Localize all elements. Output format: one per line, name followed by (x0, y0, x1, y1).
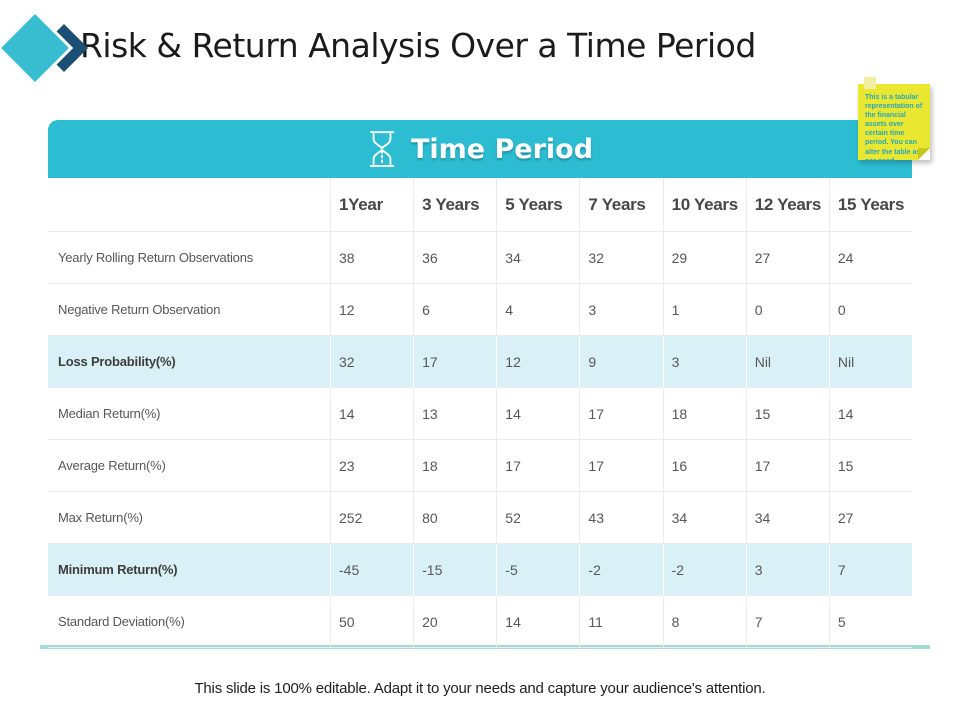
table-cell: -45 (330, 544, 414, 596)
hourglass-icon (369, 131, 395, 167)
column-header: 5 Years (496, 178, 580, 232)
table-cell: 27 (745, 232, 829, 284)
table-cell: 14 (496, 388, 580, 440)
table-cell: 12 (496, 336, 580, 388)
table-cell: 18 (413, 440, 497, 492)
time-period-table: Time Period 1Year 3 Years 5 Years 7 Year… (48, 120, 912, 648)
table-cell: 8 (662, 596, 746, 648)
double-diamond-logo (0, 0, 100, 100)
table-cell: 36 (413, 232, 497, 284)
table-cell: 17 (745, 440, 829, 492)
row-label: Negative Return Observation (48, 284, 330, 336)
table-cell: 17 (579, 440, 663, 492)
table-cell: 17 (579, 388, 663, 440)
table-cell: 15 (828, 440, 912, 492)
table-cell: 15 (745, 388, 829, 440)
table-cell: 14 (496, 596, 580, 648)
page-title: Risk & Return Analysis Over a Time Perio… (80, 26, 756, 65)
table-cell: 34 (745, 492, 829, 544)
table-cell: 27 (828, 492, 912, 544)
table-cell: 23 (330, 440, 414, 492)
table-cell: 5 (828, 596, 912, 648)
table-cell: 24 (828, 232, 912, 284)
table-cell: 32 (330, 336, 414, 388)
column-header: 12 Years (745, 178, 829, 232)
table-title-bar: Time Period (48, 120, 912, 178)
row-label: Max Return(%) (48, 492, 330, 544)
table-cell: 4 (496, 284, 580, 336)
table-cell: -2 (662, 544, 746, 596)
table-cell: 17 (413, 336, 497, 388)
table-cell: 0 (745, 284, 829, 336)
corner-cell (48, 178, 330, 232)
table-cell: Nil (745, 336, 829, 388)
table-cell: 3 (579, 284, 663, 336)
table-cell: 12 (330, 284, 414, 336)
table-cell: 18 (662, 388, 746, 440)
table-cell: 0 (828, 284, 912, 336)
table-cell: 43 (579, 492, 663, 544)
table-cell: Nil (828, 336, 912, 388)
row-label: Standard Deviation(%) (48, 596, 330, 648)
table-cell: -2 (579, 544, 663, 596)
column-header: 7 Years (579, 178, 663, 232)
table-cell: 3 (662, 336, 746, 388)
table-cell: 9 (579, 336, 663, 388)
table-cell: 3 (745, 544, 829, 596)
table-title: Time Period (410, 133, 594, 165)
table-cell: 252 (330, 492, 414, 544)
table-cell: 50 (330, 596, 414, 648)
table-grid: 1Year 3 Years 5 Years 7 Years 10 Years 1… (48, 178, 912, 648)
table-cell: 1 (662, 284, 746, 336)
row-label: Median Return(%) (48, 388, 330, 440)
table-cell: 20 (413, 596, 497, 648)
table-cell: 7 (745, 596, 829, 648)
table-cell: 16 (662, 440, 746, 492)
table-cell: 80 (413, 492, 497, 544)
column-header: 15 Years (828, 178, 912, 232)
row-label: Yearly Rolling Return Observations (48, 232, 330, 284)
table-cell: 29 (662, 232, 746, 284)
table-cell: 34 (496, 232, 580, 284)
sticky-note-tab (864, 77, 876, 89)
table-cell: 6 (413, 284, 497, 336)
row-label: Average Return(%) (48, 440, 330, 492)
table-cell: -15 (413, 544, 497, 596)
table-cell: 34 (662, 492, 746, 544)
footer-text: This slide is 100% editable. Adapt it to… (194, 680, 766, 697)
row-label: Loss Probability(%) (48, 336, 330, 388)
table-cell: 13 (413, 388, 497, 440)
table-cell: -5 (496, 544, 580, 596)
table-cell: 11 (579, 596, 663, 648)
table-cell: 17 (496, 440, 580, 492)
sticky-note-text: This is a tabular representation of the … (865, 94, 923, 165)
table-cell: 14 (330, 388, 414, 440)
table-cell: 32 (579, 232, 663, 284)
teal-diamond-icon (0, 9, 74, 87)
table-cell: 52 (496, 492, 580, 544)
row-label: Minimum Return(%) (48, 544, 330, 596)
column-header: 1Year (330, 178, 414, 232)
column-header: 10 Years (662, 178, 746, 232)
column-header: 3 Years (413, 178, 497, 232)
table-cell: 38 (330, 232, 414, 284)
table-cell: 14 (828, 388, 912, 440)
table-cell: 7 (828, 544, 912, 596)
sticky-note: This is a tabular representation of the … (858, 77, 930, 165)
